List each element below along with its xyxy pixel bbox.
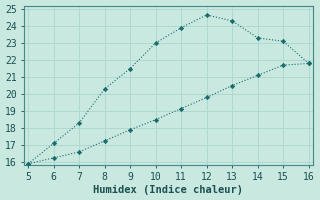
X-axis label: Humidex (Indice chaleur): Humidex (Indice chaleur) [93,185,244,195]
